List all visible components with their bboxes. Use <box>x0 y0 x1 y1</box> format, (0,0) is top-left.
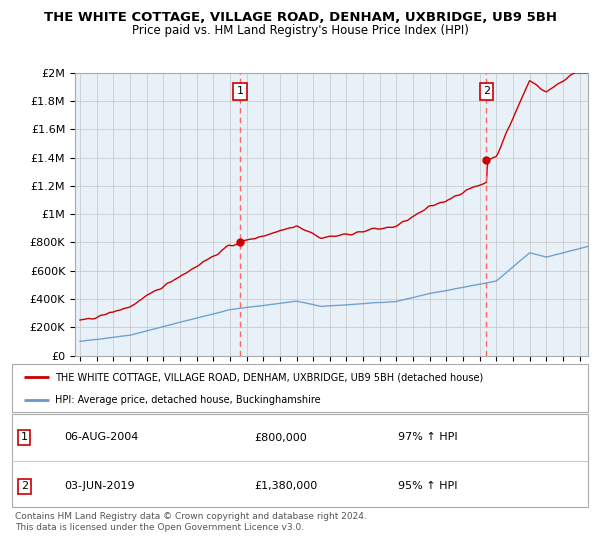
Text: 2: 2 <box>483 86 490 96</box>
Text: 2: 2 <box>20 482 28 492</box>
Text: HPI: Average price, detached house, Buckinghamshire: HPI: Average price, detached house, Buck… <box>55 395 321 405</box>
Text: 1: 1 <box>236 86 244 96</box>
Text: 97% ↑ HPI: 97% ↑ HPI <box>398 432 458 442</box>
Text: Contains HM Land Registry data © Crown copyright and database right 2024.
This d: Contains HM Land Registry data © Crown c… <box>15 512 367 532</box>
Text: THE WHITE COTTAGE, VILLAGE ROAD, DENHAM, UXBRIDGE, UB9 5BH (detached house): THE WHITE COTTAGE, VILLAGE ROAD, DENHAM,… <box>55 372 484 382</box>
Text: Price paid vs. HM Land Registry's House Price Index (HPI): Price paid vs. HM Land Registry's House … <box>131 24 469 36</box>
Text: 95% ↑ HPI: 95% ↑ HPI <box>398 482 457 492</box>
Text: 03-JUN-2019: 03-JUN-2019 <box>64 482 134 492</box>
Text: 06-AUG-2004: 06-AUG-2004 <box>64 432 138 442</box>
Text: £800,000: £800,000 <box>254 432 307 442</box>
Text: £1,380,000: £1,380,000 <box>254 482 317 492</box>
Text: THE WHITE COTTAGE, VILLAGE ROAD, DENHAM, UXBRIDGE, UB9 5BH: THE WHITE COTTAGE, VILLAGE ROAD, DENHAM,… <box>44 11 557 24</box>
Text: 1: 1 <box>20 432 28 442</box>
